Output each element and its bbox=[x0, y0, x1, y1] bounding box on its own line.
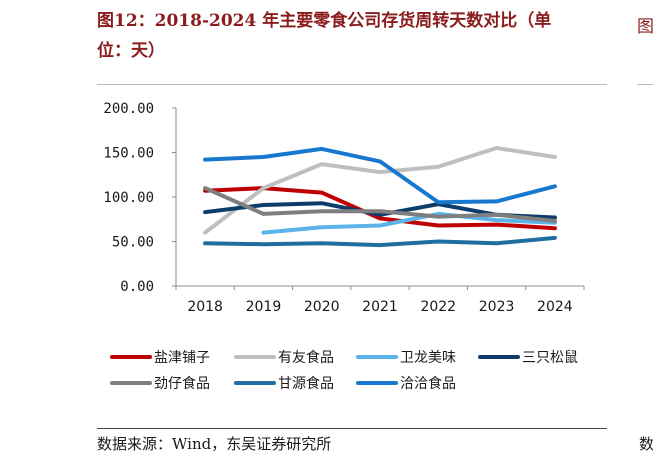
x-tick-label: 2019 bbox=[246, 299, 282, 315]
data-point bbox=[436, 239, 440, 244]
data-point bbox=[203, 186, 207, 190]
legend-label: 甘源食品 bbox=[278, 375, 334, 392]
data-point bbox=[203, 241, 207, 245]
data-point bbox=[436, 214, 440, 219]
data-point bbox=[494, 213, 499, 217]
legend-label: 劲仔食品 bbox=[154, 375, 210, 392]
legend-label: 盐津铺子 bbox=[154, 350, 210, 366]
data-point bbox=[378, 159, 382, 163]
y-tick-label: 150.00 bbox=[103, 146, 154, 162]
legend-label: 三只松鼠 bbox=[522, 350, 578, 366]
figure-title: 图12：2018-2024 年主要零食公司存货周转天数对比（单 位：天） bbox=[97, 11, 552, 61]
chart-series bbox=[203, 146, 557, 248]
data-point bbox=[320, 162, 324, 166]
data-point bbox=[320, 225, 324, 229]
data-point bbox=[320, 190, 324, 195]
data-point bbox=[378, 170, 382, 174]
data-point bbox=[494, 218, 499, 222]
x-tick-label: 2018 bbox=[187, 299, 223, 315]
data-point bbox=[553, 236, 557, 240]
x-tick-label: 2021 bbox=[362, 299, 398, 315]
series-line bbox=[261, 211, 557, 235]
legend-label: 有友食品 bbox=[278, 349, 334, 366]
data-point bbox=[378, 216, 382, 220]
data-point bbox=[553, 215, 557, 220]
source-note: 数据来源：Wind，东吴证券研究所 bbox=[97, 435, 332, 453]
data-point bbox=[494, 222, 499, 227]
x-tick-label: 2020 bbox=[304, 299, 340, 315]
source-divider bbox=[97, 428, 607, 429]
title-divider bbox=[97, 84, 607, 85]
data-point bbox=[203, 231, 207, 235]
data-point bbox=[320, 201, 324, 205]
y-tick-label: 100.00 bbox=[103, 190, 154, 206]
x-tick-label: 2023 bbox=[479, 299, 515, 315]
data-point bbox=[203, 210, 207, 214]
clipped-neighbor-divider bbox=[637, 84, 653, 85]
x-tick-label: 2024 bbox=[537, 299, 573, 315]
data-point bbox=[378, 243, 382, 247]
data-point bbox=[261, 231, 266, 235]
data-point bbox=[436, 223, 440, 228]
data-point bbox=[553, 155, 557, 159]
data-point bbox=[378, 213, 382, 217]
x-tick-label: 2022 bbox=[420, 299, 456, 315]
clipped-neighbor-title: 图 bbox=[637, 17, 653, 34]
data-point bbox=[261, 242, 266, 246]
data-point bbox=[494, 241, 499, 245]
clipped-neighbor-source: 数 bbox=[639, 435, 653, 453]
data-point bbox=[436, 165, 440, 169]
data-point bbox=[261, 203, 266, 207]
data-point bbox=[553, 226, 557, 230]
data-point bbox=[553, 184, 557, 188]
y-tick-label: 0.00 bbox=[120, 279, 154, 295]
data-point bbox=[553, 219, 557, 223]
data-point bbox=[436, 200, 440, 204]
data-point bbox=[320, 147, 324, 151]
chart-axes: 0.00 50.00 100.00 150.00 200.00 2018 2019 2020 2… bbox=[103, 101, 585, 315]
data-point bbox=[320, 241, 324, 245]
data-point bbox=[320, 209, 324, 213]
data-point bbox=[494, 146, 499, 150]
data-point bbox=[203, 158, 207, 162]
y-tick-label: 50.00 bbox=[112, 235, 154, 251]
data-point bbox=[378, 223, 382, 228]
legend-label: 洽洽食品 bbox=[400, 375, 456, 392]
legend-label: 卫龙美味 bbox=[400, 350, 456, 366]
y-tick-label: 200.00 bbox=[103, 101, 154, 117]
data-point bbox=[494, 199, 499, 204]
data-point bbox=[261, 186, 266, 190]
data-point bbox=[261, 212, 266, 216]
data-point bbox=[261, 155, 266, 159]
data-point bbox=[378, 209, 382, 213]
